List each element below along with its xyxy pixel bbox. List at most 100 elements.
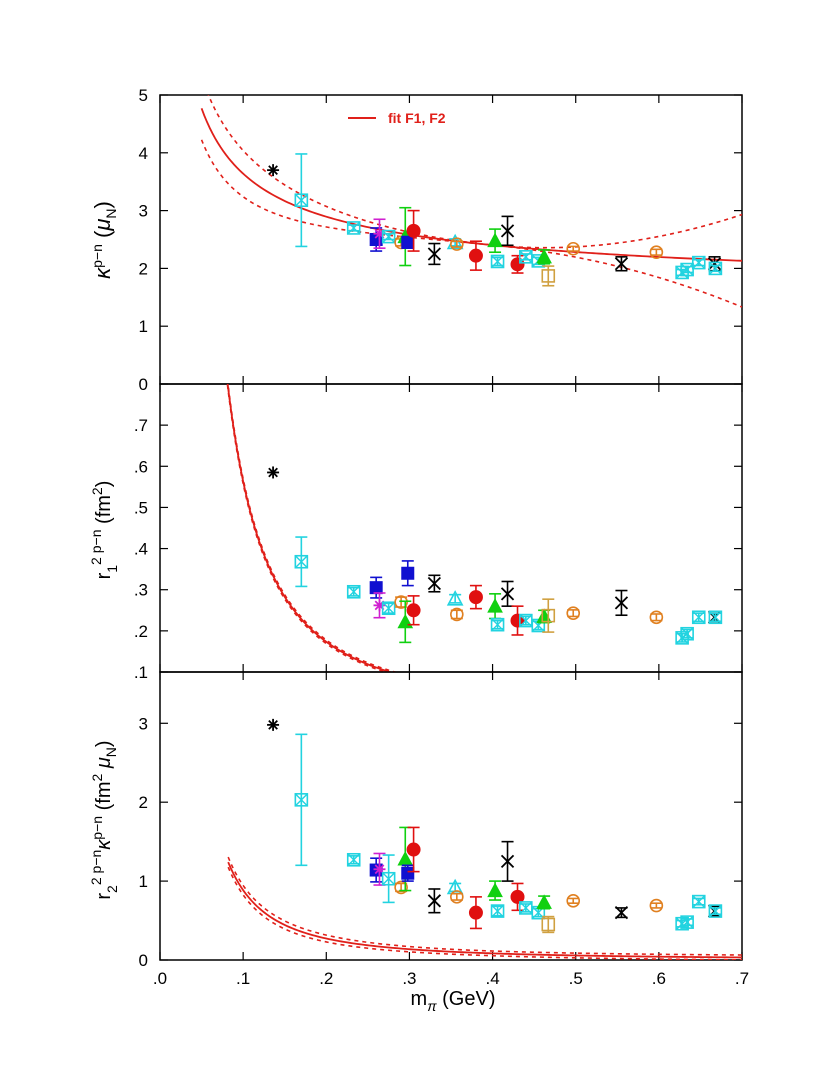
square-x-marker	[691, 255, 706, 270]
open-square-marker	[541, 608, 556, 623]
data-point	[500, 840, 515, 882]
filled-triangle-marker	[487, 882, 503, 898]
data-point	[401, 864, 415, 882]
square-x-diag	[519, 250, 533, 264]
square-x-diag	[491, 254, 505, 268]
data-point	[294, 536, 309, 588]
square-x-marker	[381, 601, 396, 616]
filled-circle-marker	[468, 590, 483, 605]
y-tick-label: .4	[134, 540, 148, 559]
panel-r1: .1 .2 .3 .4 .5 .6 .7	[134, 383, 743, 682]
fit-band-upper	[227, 856, 742, 956]
square-x-diag	[382, 601, 396, 615]
data-point	[346, 584, 361, 599]
data-point	[708, 261, 723, 276]
data-point	[381, 229, 396, 244]
data-point	[450, 237, 464, 251]
square-x-marker	[691, 610, 706, 625]
y-tick-label: 1	[139, 317, 148, 336]
filled-triangle-marker	[487, 598, 503, 613]
data-point	[381, 854, 396, 904]
data-point	[450, 607, 464, 622]
data-point	[566, 241, 581, 256]
star-marker	[268, 719, 278, 730]
open-circle-marker	[566, 241, 581, 256]
open-triangle-marker	[446, 590, 464, 606]
filled-triangle-marker	[536, 248, 552, 264]
open-circle-marker	[450, 607, 464, 622]
square-x-marker	[346, 852, 361, 867]
square-x-marker	[346, 584, 361, 599]
square-x-marker	[294, 193, 309, 207]
y-tick-label: .3	[134, 581, 148, 600]
x-marker	[500, 224, 515, 238]
panel-r1-fit	[226, 384, 398, 672]
data-point	[401, 235, 415, 249]
y-axis-title-kappa: κp−n (μN)	[89, 201, 119, 279]
data-point	[468, 240, 483, 271]
data-point	[510, 605, 525, 636]
panel-r2kappa: 0 1 2 3 .0 .1 .2 .3 .4 .5 .6 .7	[139, 671, 749, 988]
data-point	[691, 894, 706, 909]
square-x-diag	[708, 610, 722, 624]
data-point	[500, 215, 515, 247]
filled-circle-marker	[468, 248, 483, 263]
data-point	[401, 560, 415, 587]
square-x-diag	[347, 853, 361, 867]
data-point	[381, 601, 396, 616]
x-marker	[614, 906, 629, 920]
y-tick-label: .6	[134, 457, 148, 476]
square-x-diag	[519, 614, 533, 628]
square-x-diag	[294, 555, 308, 569]
x-axis-title: mπ (GeV)	[411, 988, 496, 1014]
open-square-marker	[541, 269, 556, 283]
panel-r2kappa-points	[267, 718, 723, 934]
data-point	[446, 590, 464, 606]
data-point	[267, 466, 280, 479]
square-x-diag	[680, 263, 694, 277]
square-x-diag	[491, 904, 505, 918]
square-x-diag	[692, 256, 706, 270]
y-tick-label: 5	[139, 86, 148, 105]
square-x-diag	[294, 793, 308, 807]
panel-r1-ticks: .1 .2 .3 .4 .5 .6 .7	[134, 384, 743, 682]
filled-circle-marker	[406, 223, 421, 238]
data-point	[649, 898, 664, 913]
data-point	[541, 598, 556, 633]
data-point	[649, 245, 664, 260]
data-point	[346, 852, 361, 867]
fit-curve	[226, 384, 393, 672]
data-point	[267, 164, 280, 177]
square-x-marker	[708, 904, 723, 918]
data-point	[427, 242, 442, 266]
square-x-diag	[692, 895, 706, 909]
x-tick-label: .5	[569, 969, 583, 988]
y-tick-label: .5	[134, 498, 148, 517]
filled-square-marker	[401, 235, 415, 249]
filled-square-marker	[369, 581, 383, 595]
data-point	[519, 250, 533, 264]
data-point	[614, 906, 629, 920]
filled-circle-marker	[510, 889, 525, 904]
data-point	[490, 904, 505, 918]
data-point	[487, 880, 503, 901]
panel-r2kappa-frame	[159, 671, 743, 961]
open-circle-marker	[450, 237, 464, 251]
x-marker	[707, 257, 722, 271]
data-point	[708, 610, 723, 625]
square-x-diag	[692, 610, 706, 624]
filled-circle-marker	[406, 603, 421, 618]
data-point	[267, 718, 280, 731]
square-x-diag	[708, 904, 722, 918]
star-marker	[268, 165, 278, 176]
x-marker	[427, 247, 442, 261]
fit-curve	[227, 861, 742, 959]
square-x-diag	[519, 901, 533, 915]
x-marker	[614, 257, 629, 271]
panel-r1-points	[267, 466, 723, 645]
fit-band-upper	[227, 384, 398, 672]
square-x-marker	[680, 262, 694, 277]
y-tick-label: .2	[134, 622, 148, 641]
x-tick-label: .6	[652, 969, 666, 988]
open-circle-marker	[450, 890, 464, 904]
